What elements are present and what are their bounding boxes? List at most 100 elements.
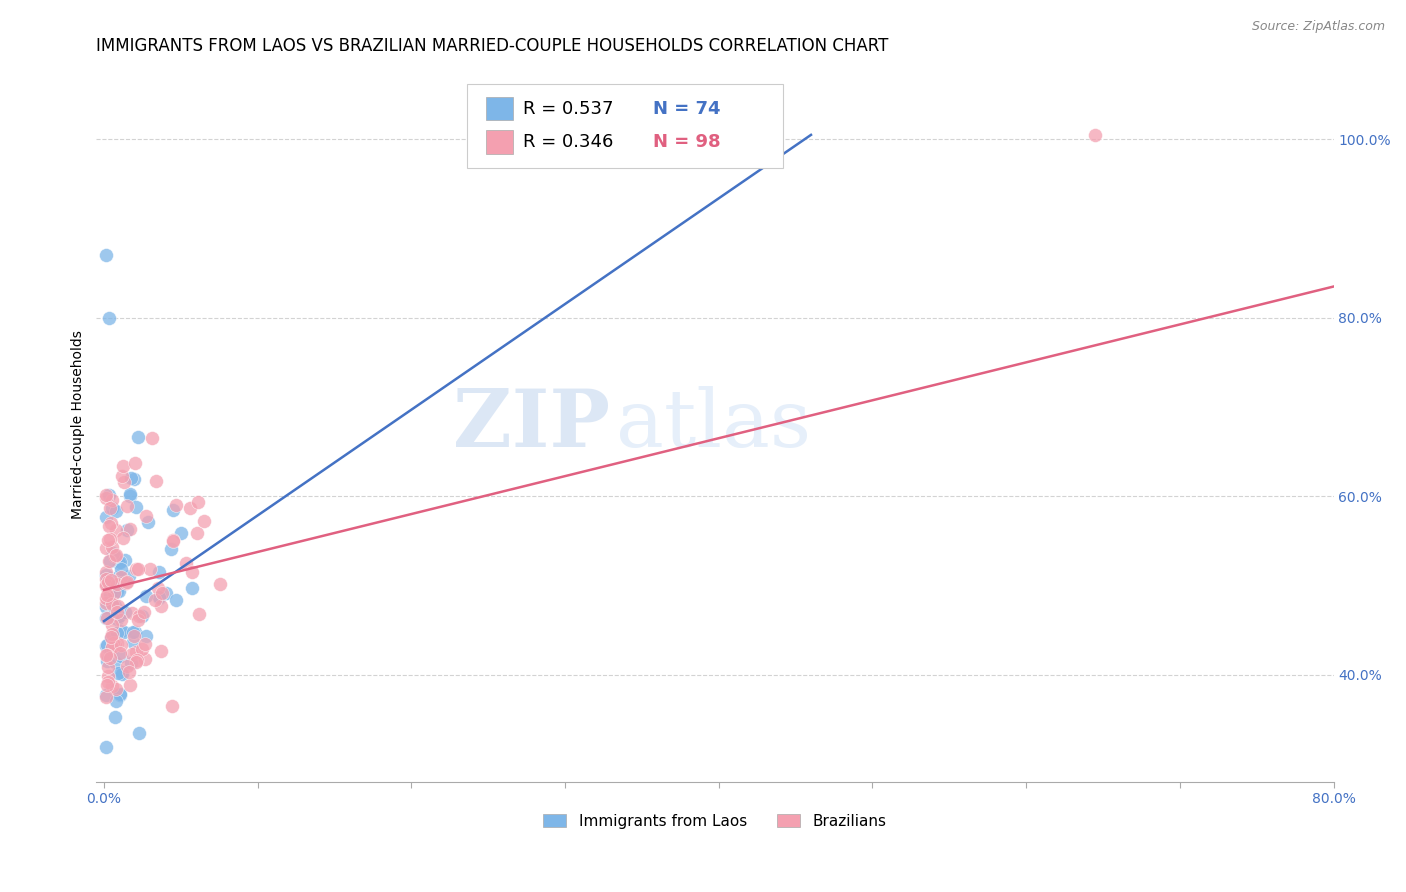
Point — [125, 500, 148, 514]
Point — [179, 500, 201, 515]
Point — [135, 508, 157, 523]
Point — [134, 636, 156, 650]
Point — [121, 606, 143, 620]
Point — [150, 644, 173, 658]
Point — [96, 638, 118, 652]
Point — [150, 599, 173, 613]
Point — [101, 599, 124, 613]
Point — [97, 310, 120, 325]
Point — [114, 605, 136, 619]
Point — [104, 523, 127, 537]
Point — [100, 630, 122, 644]
Point — [105, 626, 128, 640]
Point — [148, 591, 170, 606]
Point — [110, 562, 132, 576]
Text: R = 0.537: R = 0.537 — [523, 100, 613, 118]
Point — [101, 640, 124, 654]
Point — [100, 642, 122, 657]
Point — [94, 491, 117, 506]
Point — [186, 526, 208, 541]
Point — [105, 504, 128, 518]
Point — [101, 546, 124, 560]
Point — [170, 526, 193, 541]
Point — [94, 739, 117, 754]
Point — [96, 611, 118, 625]
Point — [101, 627, 124, 641]
Point — [181, 581, 204, 595]
Point — [110, 638, 132, 652]
Point — [150, 586, 173, 600]
Text: N = 98: N = 98 — [652, 133, 721, 151]
Point — [105, 605, 128, 619]
Point — [101, 501, 124, 516]
Point — [160, 542, 183, 557]
Point — [98, 650, 121, 665]
Point — [209, 576, 232, 591]
Y-axis label: Married-couple Households: Married-couple Households — [72, 330, 86, 519]
Point — [160, 699, 183, 714]
Point — [103, 585, 125, 599]
Point — [128, 613, 150, 627]
Point — [114, 553, 136, 567]
Point — [94, 688, 117, 702]
Point — [103, 655, 125, 669]
Point — [118, 487, 141, 501]
Point — [121, 648, 143, 662]
Point — [120, 657, 142, 671]
Point — [94, 541, 117, 555]
Point — [117, 574, 139, 589]
Point — [155, 585, 177, 599]
Point — [110, 648, 132, 663]
Point — [96, 610, 118, 624]
Point — [181, 565, 204, 579]
Point — [105, 577, 128, 591]
Point — [101, 541, 124, 555]
Legend: Immigrants from Laos, Brazilians: Immigrants from Laos, Brazilians — [537, 807, 893, 835]
Point — [127, 430, 149, 444]
Point — [108, 609, 131, 624]
Point — [94, 596, 117, 610]
Point — [121, 625, 143, 640]
Point — [96, 648, 118, 663]
Text: atlas: atlas — [616, 386, 811, 464]
Point — [104, 638, 127, 652]
Point — [165, 592, 187, 607]
Point — [111, 531, 134, 545]
Point — [97, 674, 120, 689]
Point — [111, 667, 134, 681]
Point — [124, 645, 146, 659]
Point — [97, 659, 120, 673]
Point — [100, 631, 122, 645]
Point — [193, 514, 215, 528]
Point — [101, 617, 124, 632]
Point — [97, 519, 120, 533]
Point — [110, 570, 132, 584]
Point — [128, 609, 150, 624]
Point — [118, 678, 141, 692]
Point — [111, 468, 134, 483]
Point — [94, 510, 117, 524]
Point — [94, 572, 117, 586]
Point — [1084, 128, 1107, 142]
Point — [96, 577, 118, 591]
Point — [110, 624, 132, 638]
Point — [100, 573, 122, 587]
Point — [118, 569, 141, 583]
Point — [125, 652, 148, 666]
Point — [98, 532, 121, 546]
Point — [122, 634, 145, 648]
Point — [122, 473, 145, 487]
Point — [104, 549, 127, 563]
Point — [94, 599, 117, 614]
Point — [124, 625, 146, 640]
Point — [135, 590, 157, 604]
Point — [107, 583, 129, 598]
Point — [105, 583, 128, 598]
Point — [97, 533, 120, 547]
Point — [162, 534, 184, 549]
Point — [108, 555, 131, 569]
Point — [101, 492, 124, 507]
Point — [139, 561, 162, 575]
Point — [100, 679, 122, 693]
Point — [107, 552, 129, 566]
